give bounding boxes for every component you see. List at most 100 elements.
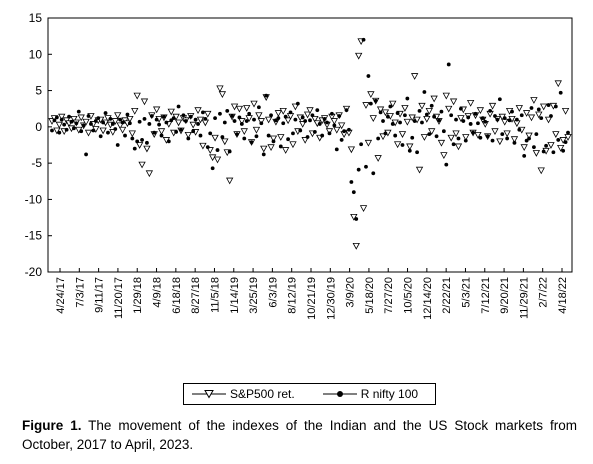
rnifty100-point [385, 114, 390, 119]
legend: S&P500 ret. R nifty 100 [183, 383, 436, 405]
sp500-point [55, 121, 63, 129]
sp500-point [355, 52, 363, 60]
rnifty100-point [196, 122, 200, 126]
rnifty100-point [514, 117, 519, 122]
rnifty100-point [381, 119, 385, 123]
sp500-point [140, 98, 149, 106]
rnifty100-point [261, 152, 266, 157]
x-tick-label: 8/27/18 [190, 277, 202, 314]
rnifty100-point [76, 109, 81, 114]
rnifty100-point [420, 120, 424, 125]
rnifty100-point [429, 103, 434, 108]
y-tick-label: -15 [25, 229, 43, 243]
rnifty100-point [339, 138, 344, 142]
series-sp500 [48, 38, 572, 250]
sp500-point [291, 103, 300, 111]
sp500-point [306, 107, 314, 115]
rnifty100-point [466, 115, 471, 120]
sp500-point [406, 143, 414, 151]
rnifty100-point [400, 143, 405, 147]
rnifty100-point [359, 142, 364, 147]
sp500-point [539, 103, 548, 111]
sp500-point [267, 144, 275, 152]
x-tick-label: 2/22/21 [441, 277, 453, 314]
sp500-point [379, 133, 387, 141]
sp500-point [230, 103, 239, 111]
rnifty100-point [278, 144, 283, 149]
sp500-point [138, 161, 146, 169]
rnifty100-point [59, 117, 64, 122]
sp500-point [445, 105, 453, 113]
sp500-point [403, 118, 412, 126]
rnifty100-point [480, 116, 485, 121]
rnifty100-point [364, 164, 368, 169]
x-tick-label: 10/5/20 [403, 277, 415, 314]
x-tick-label: 1/29/18 [132, 277, 144, 314]
sp500-point [350, 213, 358, 221]
rnifty100-point [473, 111, 478, 116]
sp500-point [466, 100, 475, 107]
sp500-point [184, 131, 192, 139]
rnifty100-point [188, 114, 193, 119]
rnifty100-point [456, 136, 461, 141]
rnifty100-point [373, 98, 378, 103]
sp500-point [452, 130, 460, 138]
rnifty100-point [86, 114, 91, 118]
rnifty100-point [256, 105, 261, 110]
sp500-point [109, 129, 117, 136]
rnifty100-point [424, 112, 429, 117]
sp500-point [216, 85, 224, 93]
x-axis: 4/24/17 7/3/17 9/11/17 11/20/17 1/29/18 4/9/1… [55, 268, 569, 320]
rnifty100-point [162, 114, 166, 119]
sp500-point [515, 105, 523, 112]
rnifty100-point [183, 119, 188, 123]
sp500-point [199, 142, 207, 150]
rnifty100-point [532, 145, 536, 150]
sp500-point [520, 144, 528, 152]
sp500-point [289, 141, 297, 149]
sp500-point [131, 107, 139, 115]
sp500-point [303, 111, 312, 119]
sp500-point [462, 134, 470, 141]
x-tick-label: 5/3/21 [460, 277, 472, 308]
rnifty100-point [120, 120, 125, 125]
rnifty100-point [57, 130, 62, 135]
rnifty100-point [320, 133, 325, 138]
sp500-point [442, 92, 450, 100]
sp500-point [277, 134, 285, 141]
sp500-point [547, 142, 555, 149]
rnifty100-point [549, 114, 553, 118]
caption-label: Figure 1. [22, 418, 82, 433]
sp500-point [226, 177, 234, 185]
rnifty100-point [274, 118, 278, 123]
rnifty100-point [310, 113, 315, 118]
sp500-point [243, 105, 251, 112]
rnifty100-point [259, 121, 264, 126]
rnifty100-point [269, 113, 273, 118]
rnifty100-point [510, 109, 514, 114]
sp500-point [330, 118, 339, 125]
legend-item-rnifty100: R nifty 100 [322, 387, 418, 401]
sp500-point [208, 154, 217, 162]
sp500-point [201, 119, 210, 127]
rnifty100-point [327, 131, 332, 136]
sp500-point [116, 122, 124, 130]
sp500-point [488, 102, 497, 110]
rnifty100-point [191, 129, 196, 134]
rnifty100-point [449, 113, 454, 118]
sp500-point [204, 110, 212, 118]
sp500-point [389, 100, 397, 108]
y-axis: 15 10 5 0 -5 -10 -15 -20 [25, 11, 52, 279]
rnifty100-point [198, 133, 203, 138]
rnifty100-point [505, 136, 510, 141]
sp500-point [369, 115, 377, 122]
rnifty100-point [349, 180, 354, 184]
sp500-point [269, 135, 278, 143]
sp500-point [152, 106, 161, 114]
rnifty100-point [159, 133, 164, 138]
sp500-point [496, 138, 504, 146]
sp500-point [491, 128, 499, 136]
sp500-point [274, 110, 283, 117]
sp500-point [235, 105, 244, 113]
rnifty100-point [215, 148, 220, 152]
